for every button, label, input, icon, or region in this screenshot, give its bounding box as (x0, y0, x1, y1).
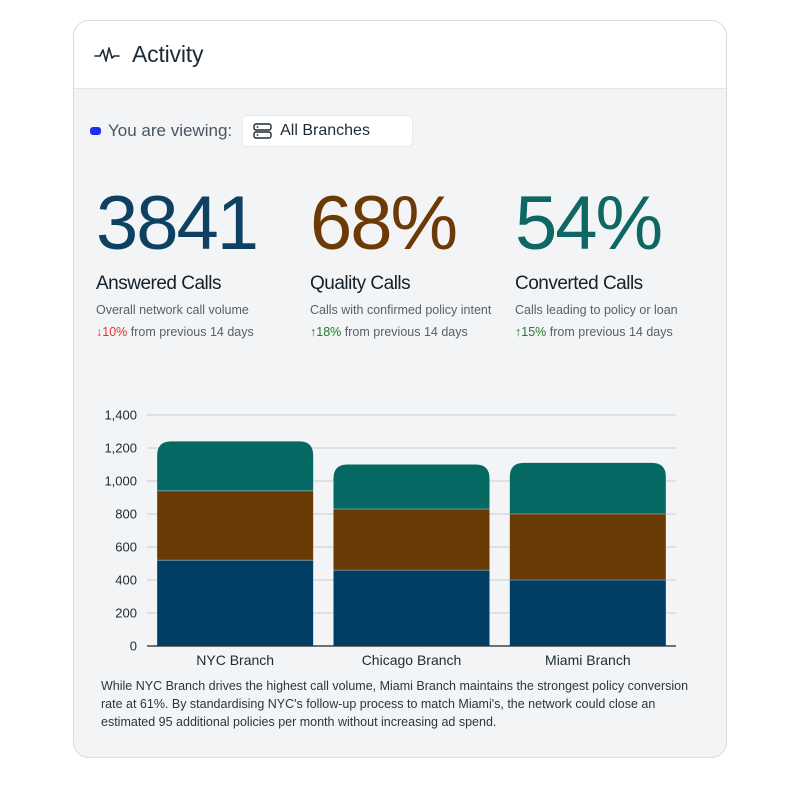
metric-title: Converted Calls (515, 273, 643, 294)
bar-segment-nyc-branch-1 (157, 490, 314, 561)
viewing-indicator-dot (90, 127, 101, 135)
metric-subtitle: Overall network call volume (96, 303, 249, 317)
pulse-icon (94, 45, 120, 65)
chart-svg: 0 200 400 600 800 1,000 1,200 1,400 NYC Branch Ch… (104, 408, 676, 668)
metric-quality-calls: 68% Quality Calls Calls with confirmed p… (310, 179, 491, 339)
branch-selector[interactable]: All Branches (242, 115, 414, 147)
trend-value: 10% (102, 325, 128, 339)
metric-value: 68% (310, 181, 458, 266)
trend-up-icon: ↑ (515, 325, 522, 339)
metric-value: 3841 (96, 181, 259, 266)
bar-segment-miami-branch-2 (509, 462, 666, 514)
branch-selector-value: All Branches (280, 122, 370, 139)
y-tick-label: 1,000 (104, 474, 137, 489)
metric-value: 54% (515, 181, 663, 266)
bar-segment-chicago-branch-2 (333, 464, 490, 510)
viewing-row: You are viewing: All Branches (90, 115, 414, 147)
card-header: Activity (74, 21, 726, 89)
metric-title: Answered Calls (96, 273, 222, 294)
viewing-label: You are viewing: (108, 121, 233, 140)
activity-card: Activity You are viewing: All Branches 3… (73, 20, 727, 758)
bar-segment-miami-branch-1 (509, 514, 666, 580)
y-tick-label: 800 (115, 507, 137, 522)
trend-value: 15% (521, 325, 547, 339)
metric-answered-calls: 3841 Answered Calls Overall network call… (96, 179, 259, 339)
trend-text: from previous 14 days (344, 325, 468, 339)
bar-segment-chicago-branch-1 (333, 509, 490, 571)
y-tick-label: 1,400 (104, 408, 137, 423)
metric-subtitle: Calls leading to policy or loan (515, 303, 678, 317)
metric-trend: ↓10% from previous 14 days (96, 325, 257, 339)
trend-text: from previous 14 days (130, 325, 254, 339)
insight-text: While NYC Branch drives the highest call… (101, 679, 689, 729)
trend-value: 18% (316, 325, 342, 339)
bar-segment-chicago-branch-0 (333, 570, 490, 646)
metric-trend: ↑15% from previous 14 days (515, 325, 678, 339)
trend-down-icon: ↓ (96, 325, 103, 339)
trend-up-icon: ↑ (310, 325, 317, 339)
metric-trend: ↑18% from previous 14 days (310, 325, 491, 339)
stacked-bar-chart: 0 200 400 600 800 1,000 1,200 1,400 NYC Branch Ch… (74, 389, 726, 679)
card-title: Activity (132, 41, 204, 67)
metric-subtitle: Calls with confirmed policy intent (310, 303, 492, 317)
y-tick-label: 1,200 (104, 441, 137, 456)
y-tick-label: 0 (130, 639, 137, 654)
bar-segment-nyc-branch-2 (157, 441, 314, 491)
y-tick-label: 400 (115, 573, 137, 588)
bar-segment-miami-branch-0 (509, 580, 666, 646)
bar-segment-nyc-branch-0 (157, 560, 314, 646)
x-category-label: Miami Branch (545, 652, 631, 668)
x-category-label: NYC Branch (196, 652, 274, 668)
trend-text: from previous 14 days (549, 325, 673, 339)
metric-converted-calls: 54% Converted Calls Calls leading to pol… (515, 179, 678, 339)
x-category-label: Chicago Branch (362, 652, 462, 668)
server-icon (253, 123, 272, 139)
metric-title: Quality Calls (310, 273, 411, 294)
y-tick-label: 600 (115, 540, 137, 555)
y-tick-label: 200 (115, 606, 137, 621)
